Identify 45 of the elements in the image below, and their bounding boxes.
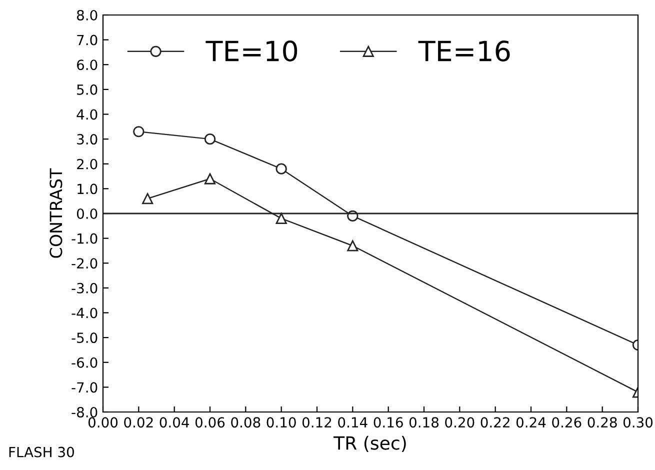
y-tick-label: -6.0 bbox=[72, 357, 98, 368]
y-tick-label: -3.0 bbox=[72, 282, 98, 294]
point bbox=[347, 240, 358, 252]
point bbox=[204, 173, 216, 184]
y-tick-label: 8.0 bbox=[76, 10, 98, 20]
x-tick-label: 0.08 bbox=[231, 417, 260, 428]
y-tick-label: -4.0 bbox=[72, 308, 98, 318]
point bbox=[204, 134, 216, 145]
x-axis-title: TR (sec) bbox=[334, 436, 406, 452]
x-tick-label: 0.26 bbox=[552, 417, 582, 428]
y-tick-label: 0.0 bbox=[76, 208, 98, 219]
y-tick-label: 1.0 bbox=[78, 184, 98, 194]
x-tick-label: 0.22 bbox=[480, 417, 510, 428]
point bbox=[276, 212, 287, 224]
point bbox=[276, 163, 287, 174]
x-tick-label: 0.10 bbox=[266, 417, 296, 428]
y-tick-label: 4.0 bbox=[76, 109, 98, 120]
y-tick-label: 7.0 bbox=[77, 34, 98, 46]
y-tick-label: -8.0 bbox=[72, 406, 98, 418]
x-tick-label: 0.28 bbox=[588, 417, 617, 428]
y-tick-label: 2.0 bbox=[77, 158, 98, 170]
x-tick-label: 0.20 bbox=[445, 417, 474, 428]
y-tick-label: -7.0 bbox=[72, 382, 98, 393]
legend-label: TE=10 bbox=[206, 40, 298, 62]
y-tick-label: -5.0 bbox=[72, 332, 98, 344]
point bbox=[142, 193, 154, 204]
x-tick-label: 0.00 bbox=[88, 417, 118, 428]
y-axis-title: CONTRAST bbox=[50, 168, 62, 258]
x-tick-label: 0.18 bbox=[409, 417, 439, 428]
y-tick-label: 6.0 bbox=[77, 60, 98, 70]
y-tick-label: 3.0 bbox=[77, 134, 98, 145]
y-tick-label: -1.0 bbox=[72, 233, 98, 244]
text: FLASH 30 bbox=[9, 446, 74, 458]
x-tick-label: 0.24 bbox=[516, 417, 546, 428]
x-tick-label: 0.06 bbox=[195, 417, 225, 428]
y-tick-label: 5.0 bbox=[77, 84, 98, 95]
x-tick-label: 0.12 bbox=[302, 417, 332, 428]
x-tick-label: 0.16 bbox=[374, 417, 403, 428]
x-tick-label: 0.14 bbox=[338, 417, 368, 428]
x-tick-label: 0.04 bbox=[160, 417, 190, 428]
point bbox=[133, 126, 144, 138]
x-tick-label: 0.30 bbox=[623, 417, 653, 428]
legend-label: TE=16 bbox=[418, 40, 510, 62]
x-tick-label: 0.02 bbox=[124, 417, 153, 428]
y-tick-label: -2.0 bbox=[72, 258, 98, 269]
